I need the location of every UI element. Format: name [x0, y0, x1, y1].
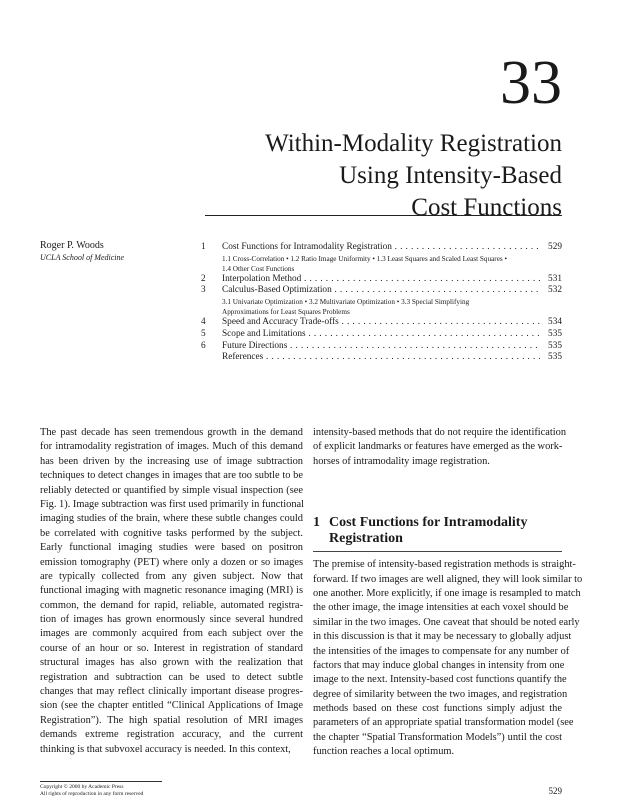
author-affiliation: UCLA School of Medicine [40, 253, 125, 262]
page-number: 529 [548, 786, 563, 796]
toc-number: 2 [201, 273, 206, 284]
text-line: common, the demand for rapid, reliable, … [40, 599, 303, 611]
text-line: similar in the two images. One caveat th… [313, 616, 580, 628]
toc-number: 6 [201, 340, 206, 351]
toc-label: Future Directions [222, 341, 540, 353]
text-line: forward. If two images are well aligned,… [313, 573, 583, 585]
chapter-title: Within-Modality Registration Using Inten… [265, 128, 562, 224]
text-line: horses of intramodality image registrati… [313, 455, 490, 467]
text-line: parameters of an appropriate spatial tra… [313, 717, 574, 729]
section-heading: 1 Cost Functions for Intramodality Regist… [313, 515, 562, 547]
toc-page: 535 [548, 352, 562, 363]
text-line: function reaches a local optimum. [313, 746, 455, 758]
text-line: the chapter “Spatial Transformation Mode… [313, 731, 562, 743]
title-line: Cost Functions [411, 194, 562, 221]
text-line: of explicit landmarks or features have e… [313, 441, 563, 453]
toc-number [201, 352, 222, 364]
toc-entry[interactable]: References 535 [201, 352, 562, 364]
text-line: structural images has also grown with th… [40, 657, 303, 669]
toc-entry[interactable]: 3 Calculus-Based Optimization 532 [201, 285, 562, 297]
text-line: tion of images has grown enormously sinc… [40, 614, 303, 626]
author-name: Roger P. Woods [40, 240, 104, 251]
text-line: images are commonly acquired from each s… [40, 628, 303, 640]
text-line: in this discussion is that it may be nec… [313, 631, 572, 643]
toc-number: 5 [201, 328, 206, 339]
toc-number: 4 [201, 317, 206, 328]
table-of-contents: 1 Cost Functions for Intramodality Regist… [201, 242, 562, 364]
text-line: intensity-based methods that do not requ… [313, 427, 567, 438]
text-line: be correlated with cognitive tasks perfo… [40, 527, 303, 539]
toc-entry[interactable]: 6 Future Directions 535 [201, 341, 562, 353]
text-line: functional imaging with magnetic resonan… [40, 585, 303, 597]
toc-label: Speed and Accuracy Trade-offs [222, 317, 540, 329]
section-number: 1 [313, 515, 320, 531]
copyright-line: Copyright © 2000 by Academic Press [40, 784, 124, 790]
toc-entry[interactable]: 1 Cost Functions for Intramodality Regist… [201, 242, 562, 254]
left-column: The past decade has seen tremendous grow… [40, 426, 305, 757]
toc-label: Calculus-Based Optimization [222, 285, 540, 297]
text-line: image to the next. Intensity-based cost … [313, 674, 567, 686]
text-line: changes that may reflect clinically impo… [40, 686, 303, 698]
text-line: course of an hour or so. Interest in reg… [40, 642, 303, 654]
text-line: the other image, the image intensities a… [313, 602, 569, 614]
right-column: intensity-based methods that do not requ… [313, 426, 583, 760]
text-line: has been driven by the increasing use of… [40, 455, 303, 467]
text-line: are typically collected from any given s… [40, 570, 303, 582]
text-line: for intramodality registration of images… [40, 441, 303, 453]
copyright-notice: Copyright © 2000 by Academic Press All r… [40, 781, 162, 798]
toc-subentries: Approximations for Least Squares Problem… [222, 308, 350, 317]
toc-label: References [222, 352, 540, 364]
body-paragraph: The premise of intensity-based registrat… [313, 558, 583, 759]
title-line: Using Intensity-Based [339, 162, 562, 189]
text-line: The past decade has seen tremendous grow… [40, 427, 303, 438]
toc-page: 529 [548, 242, 562, 252]
toc-label: Interpolation Method [222, 274, 540, 286]
text-line: thinking is that subvoxel accuracy is ne… [40, 743, 291, 755]
text-line: sion (see the chapter entitled “Clinical… [40, 700, 303, 712]
text-line: Registration”). The high spatial resolut… [40, 714, 303, 726]
section-title-line: Registration [329, 531, 403, 547]
toc-number: 1 [201, 242, 206, 252]
text-line: factors that may induce global changes i… [313, 659, 565, 671]
toc-subentries: 3.1 Univariate Optimization • 3.2 Multiv… [222, 298, 470, 307]
toc-label: Cost Functions for Intramodality Registr… [222, 242, 540, 254]
text-line: reliably detected or quantified by simpl… [40, 484, 303, 496]
title-rule [205, 215, 562, 216]
section-title-line: Cost Functions for Intramodality [329, 515, 528, 531]
toc-label: Scope and Limitations [222, 329, 540, 341]
toc-page: 535 [548, 340, 562, 351]
toc-number: 3 [201, 285, 206, 296]
toc-entry[interactable]: 4 Speed and Accuracy Trade-offs 534 [201, 317, 562, 329]
chapter-number: 33 [500, 49, 562, 117]
text-line: The premise of intensity-based registrat… [313, 559, 576, 571]
toc-subentries: 1.4 Other Cost Functions [222, 264, 295, 273]
text-line: methods based on these cost functions si… [313, 703, 562, 715]
text-line: one another. More explicitly, if one ima… [313, 587, 581, 599]
toc-page: 535 [548, 328, 562, 339]
author-block: Roger P. Woods UCLA School of Medicine [40, 240, 124, 264]
toc-page: 531 [548, 273, 562, 284]
text-line: Fig. 1). Image subtraction was first use… [40, 498, 305, 510]
toc-page: 532 [548, 285, 562, 296]
toc-page: 534 [548, 317, 562, 328]
text-line: techniques to detect changes in images t… [40, 470, 303, 482]
toc-entry[interactable]: 5 Scope and Limitations 535 [201, 329, 562, 341]
toc-subentries: 1.1 Cross-Correlation • 1.2 Ratio Image … [222, 254, 508, 263]
text-line: demands extreme registration accuracy, a… [40, 729, 303, 741]
text-line: the intensities of the images to compens… [313, 645, 570, 657]
text-line: degree of similarity between the two ima… [313, 688, 568, 700]
intro-paragraph: intensity-based methods that do not requ… [313, 426, 567, 469]
text-line: emission tomography (PET) where only a d… [40, 556, 303, 568]
text-line: imaging studies of the brain, where thes… [40, 513, 303, 525]
copyright-line: All rights of reproduction in any form r… [40, 791, 144, 797]
title-line: Within-Modality Registration [265, 130, 562, 157]
section-rule [313, 551, 562, 553]
toc-entry[interactable]: 2 Interpolation Method 531 [201, 274, 562, 286]
text-line: Early functional imaging studies were ba… [40, 542, 303, 554]
text-line: registration and subtraction can be used… [40, 671, 303, 683]
